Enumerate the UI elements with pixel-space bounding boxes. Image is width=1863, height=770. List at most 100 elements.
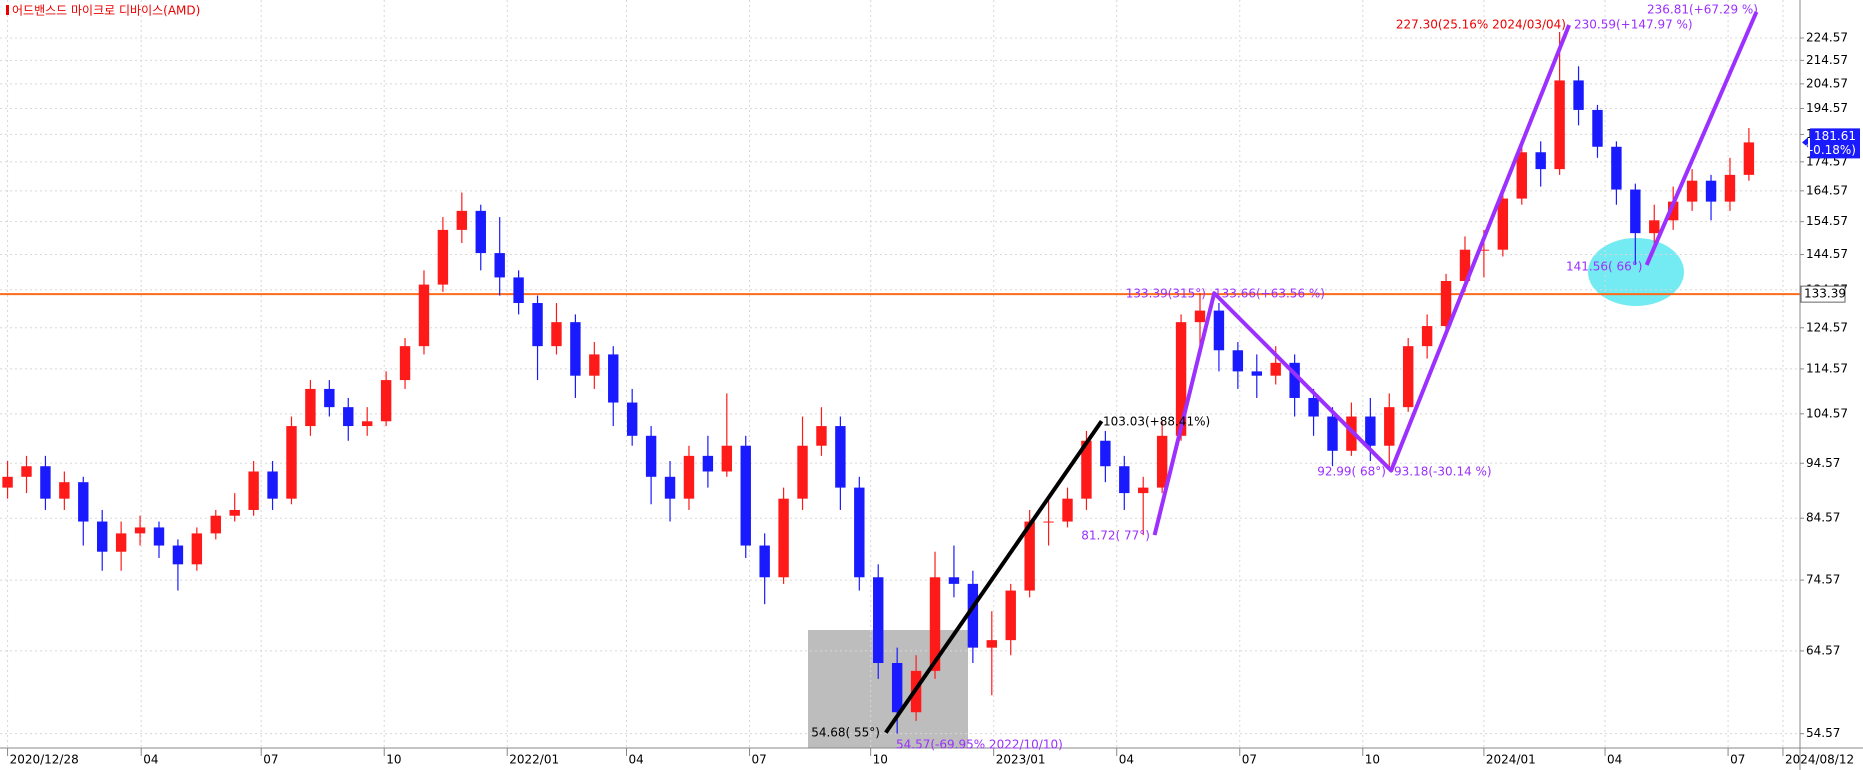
candle-body [229, 509, 240, 516]
candle-body [172, 545, 184, 565]
reference-label-box [1800, 285, 1846, 303]
annotation: 92.99( 68°) [1317, 465, 1386, 479]
candle-body [1497, 198, 1509, 250]
y-tick-label: 54.57 [1806, 726, 1840, 740]
candle-body [626, 402, 638, 436]
x-tick-label: 2023/01 [996, 753, 1046, 767]
y-tick-label: 64.57 [1806, 643, 1840, 657]
candle-body [1421, 326, 1433, 347]
candle-body [664, 476, 676, 499]
candle-body [778, 498, 789, 578]
y-tick-label: 114.57 [1806, 361, 1848, 375]
candle-body [97, 521, 108, 552]
candle-body [1119, 466, 1130, 494]
candle-body [21, 466, 32, 477]
candle-body [1592, 109, 1603, 147]
trend-line [884, 419, 1104, 734]
candle-body [873, 577, 884, 664]
last-price-label: 181.61 [1814, 129, 1856, 143]
candle-body [702, 455, 714, 472]
candle-body [210, 515, 221, 534]
annotation: 133.39(315°) [1126, 287, 1206, 301]
candle-body [1138, 487, 1149, 494]
candle-body [929, 577, 941, 671]
candle-body [589, 354, 600, 376]
candle-body [1365, 416, 1376, 446]
candle-body [437, 229, 449, 285]
candle-body [797, 445, 808, 499]
y-tick-label: 104.57 [1806, 406, 1848, 420]
annotation: 227.30(25.16% 2024/03/04) [1396, 18, 1566, 32]
candle-body [59, 482, 70, 499]
candle-body [191, 533, 203, 565]
candle-body [475, 210, 486, 254]
candle-body [721, 445, 733, 472]
candle-body [1459, 249, 1471, 281]
candle-body [78, 482, 89, 522]
candle-body [40, 466, 51, 499]
x-tick-label: 07 [263, 753, 278, 767]
y-tick-label: 144.57 [1806, 247, 1848, 261]
last-price-change: (-0.18%) [1804, 143, 1856, 157]
candle-body [1478, 249, 1490, 251]
candle-body [380, 380, 392, 422]
x-tick-label: 04 [628, 753, 643, 767]
candle-body [1232, 350, 1244, 372]
annotation: 141.56( 66°) [1566, 260, 1642, 274]
candle-body [267, 471, 278, 499]
x-tick-label: 10 [1365, 753, 1380, 767]
x-tick-label: 07 [1242, 753, 1257, 767]
candle-body [1516, 152, 1527, 199]
plot [0, 0, 1800, 748]
candle-body [759, 545, 770, 578]
candle-body [399, 346, 411, 381]
candle-body [1743, 142, 1755, 175]
y-tick-label: 94.57 [1806, 456, 1840, 470]
candle-body [1062, 498, 1073, 522]
x-tick-label: 07 [1730, 753, 1745, 767]
x-tick-label: 2020/12/28 [10, 753, 79, 767]
x-tick-label: 04 [1119, 753, 1134, 767]
candle-body [740, 445, 751, 546]
candle-body [1667, 201, 1679, 221]
candle-body [418, 284, 430, 347]
candle-body [835, 426, 846, 488]
candle-body [551, 322, 562, 347]
candle-body [1630, 189, 1641, 234]
x-tick-label: 2024/08/12 [1785, 753, 1854, 767]
candle-body [816, 426, 827, 446]
candle-body [2, 476, 13, 488]
annotation: 230.59(+147.97 %) [1574, 18, 1693, 32]
annotation: 81.72( 77°) [1081, 529, 1150, 543]
x-tick-label: 04 [143, 753, 158, 767]
x-tick-label: 10 [386, 753, 401, 767]
candle-body [248, 471, 259, 510]
title-marker [6, 5, 9, 15]
candle-body [1194, 310, 1206, 323]
candle-body [1081, 440, 1092, 499]
candle-body [1251, 371, 1262, 376]
candle-body [948, 577, 960, 584]
candle-body [134, 527, 146, 534]
candle-body [1005, 590, 1016, 641]
x-tick-label: 2022/01 [509, 753, 559, 767]
chart-title: 어드밴스드 마이크로 디바이스(AMD) [12, 4, 200, 18]
candle-body [361, 421, 373, 427]
last-price-pointer [1802, 137, 1808, 148]
candle-body [456, 210, 468, 230]
candle-body [1384, 407, 1395, 446]
candle-body [1611, 146, 1622, 190]
candle-body [1024, 521, 1035, 591]
candle-body [608, 354, 619, 403]
candle-body [532, 303, 543, 347]
candle-body [343, 407, 354, 427]
candle-body [1270, 362, 1281, 376]
annotation: 54.57(-69.95% 2022/10/10) [896, 738, 1063, 752]
y-tick-label: 154.57 [1806, 214, 1848, 228]
candle-body [115, 533, 127, 552]
candle-body [1649, 220, 1660, 234]
x-tick-label: 10 [873, 753, 888, 767]
annotation: 54.68( 55°) [811, 726, 880, 740]
x-tick-label: 2024/01 [1486, 753, 1536, 767]
